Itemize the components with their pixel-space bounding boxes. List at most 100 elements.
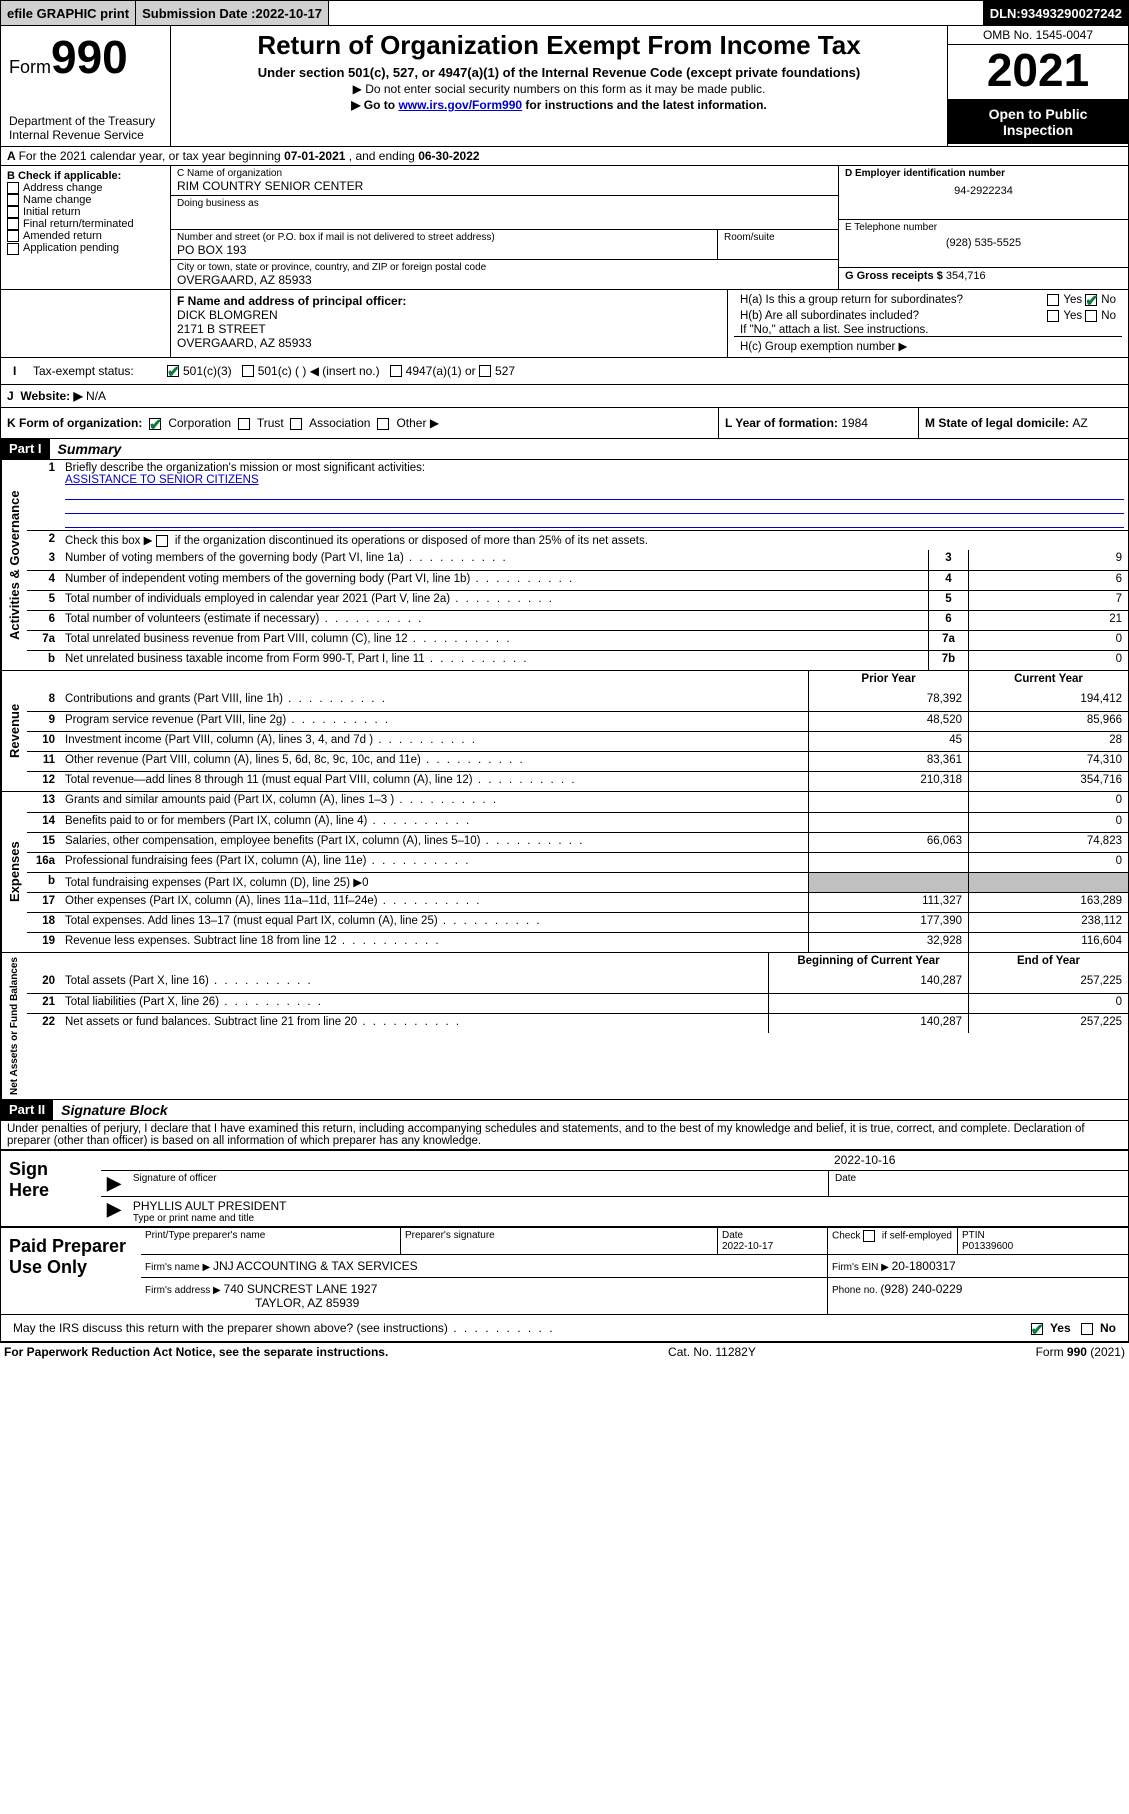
chk-527[interactable] (479, 365, 491, 377)
dept-treasury: Department of the Treasury (9, 114, 162, 128)
h-a-no[interactable] (1085, 294, 1097, 306)
ein-val: 94-2922234 (845, 185, 1122, 197)
box-j: J Website: ▶ N/A (0, 384, 1129, 407)
ln-prior: 83,361 (808, 752, 968, 771)
ln-txt: Net assets or fund balances. Subtract li… (61, 1014, 768, 1033)
ln-prior (808, 853, 968, 872)
ln-txt: Investment income (Part VIII, column (A)… (61, 732, 808, 751)
h-b-no[interactable] (1085, 310, 1097, 322)
chk-trust[interactable] (238, 418, 250, 430)
chk-amended[interactable]: Amended return (7, 230, 164, 242)
ln-val: 6 (968, 571, 1128, 590)
note2-post: for instructions and the latest informat… (522, 98, 767, 112)
ptin-cell: PTINP01339600 (958, 1228, 1128, 1254)
chk-corp[interactable] (149, 418, 161, 430)
ln-begin: 140,287 (768, 1014, 968, 1033)
l-val: 1984 (841, 416, 868, 430)
table-row: 5 Total number of individuals employed i… (27, 590, 1128, 610)
part2-header: Part II Signature Block (0, 1099, 1129, 1120)
efile-button[interactable]: efile GRAPHIC print (1, 1, 136, 25)
line-1: 1 Briefly describe the organization's mi… (27, 460, 1128, 530)
dba-row: Doing business as (171, 196, 838, 230)
dln-label: DLN: (990, 6, 1021, 21)
no-label: No (1101, 294, 1116, 306)
ln-txt: Net unrelated business taxable income fr… (61, 651, 928, 670)
officer-printed: PHYLLIS AULT PRESIDENT Type or print nam… (127, 1197, 1128, 1226)
paid-label: Paid Preparer Use Only (1, 1228, 141, 1314)
ln-txt: Other expenses (Part IX, column (A), lin… (61, 893, 808, 912)
prep-name-label: Print/Type preparer's name (141, 1228, 401, 1254)
chk-amended-label: Amended return (23, 230, 102, 242)
ln-current: 85,966 (968, 712, 1128, 731)
irs-link[interactable]: www.irs.gov/Form990 (398, 98, 522, 112)
form-subtitle: Under section 501(c), 527, or 4947(a)(1)… (179, 65, 939, 80)
prep-self: Check if self-employed (828, 1228, 958, 1254)
table-row: 11 Other revenue (Part VIII, column (A),… (27, 751, 1128, 771)
ln-txt: Number of voting members of the governin… (61, 550, 928, 570)
chk-501c[interactable] (242, 365, 254, 377)
section-fh: F Name and address of principal officer:… (0, 289, 1129, 357)
box-klm: K Form of organization: Corporation Trus… (0, 407, 1129, 438)
ln-num: 3 (27, 550, 61, 570)
chk-assoc[interactable] (290, 418, 302, 430)
footer-mid: Cat. No. 11282Y (668, 1345, 756, 1359)
phone-val: (928) 535-5525 (845, 237, 1122, 249)
ln-num: 5 (27, 591, 61, 610)
ln-num: 7a (27, 631, 61, 650)
chk-address[interactable]: Address change (7, 182, 164, 194)
period-a: For the 2021 calendar year, or tax year … (19, 149, 285, 163)
chk-501c3[interactable] (167, 365, 179, 377)
ln-txt: Benefits paid to or for members (Part IX… (61, 813, 808, 832)
gross-label: G Gross receipts $ (845, 270, 946, 282)
ln-current: 74,823 (968, 833, 1128, 852)
form-num: 990 (51, 31, 128, 83)
table-row: b Total fundraising expenses (Part IX, c… (27, 872, 1128, 892)
room-cell: Room/suite (718, 230, 838, 259)
part1-label: Part I (1, 439, 50, 459)
chk-other[interactable] (377, 418, 389, 430)
k-label: K Form of organization: (7, 416, 142, 430)
chk-name[interactable]: Name change (7, 194, 164, 206)
chk-4947[interactable] (390, 365, 402, 377)
org-name-row: C Name of organization RIM COUNTRY SENIO… (171, 166, 838, 196)
chk-final[interactable]: Final return/terminated (7, 218, 164, 230)
h-b-yes[interactable] (1047, 310, 1059, 322)
chk-initial[interactable]: Initial return (7, 206, 164, 218)
box-d: D Employer identification number 94-2922… (839, 166, 1128, 220)
l-label: L Year of formation: (725, 416, 841, 430)
officer-addr2: OVERGAARD, AZ 85933 (177, 336, 721, 350)
box-e: E Telephone number (928) 535-5525 (839, 220, 1128, 268)
irs-label: Internal Revenue Service (9, 128, 162, 142)
table-row: 8 Contributions and grants (Part VIII, l… (27, 691, 1128, 711)
ln-num: 17 (27, 893, 61, 912)
table-row: 14 Benefits paid to or for members (Part… (27, 812, 1128, 832)
net-rows: 20 Total assets (Part X, line 16) 140,28… (27, 973, 1128, 1033)
ln-txt: Grants and similar amounts paid (Part IX… (61, 792, 808, 812)
box-l: L Year of formation: 1984 (718, 408, 918, 438)
ln-num: b (27, 873, 61, 892)
room-label: Room/suite (724, 232, 832, 243)
discuss-label: May the IRS discuss this return with the… (7, 1319, 1025, 1337)
mission-link[interactable]: ASSISTANCE TO SENIOR CITIZENS (65, 474, 259, 486)
box-deg: D Employer identification number 94-2922… (838, 166, 1128, 289)
ln-txt: Total revenue—add lines 8 through 11 (mu… (61, 772, 808, 791)
ln-box: 7a (928, 631, 968, 650)
box-f: F Name and address of principal officer:… (171, 290, 728, 357)
box-h: H(a) Is this a group return for subordin… (728, 290, 1128, 357)
discuss-yes[interactable] (1031, 1323, 1043, 1335)
chk-pending[interactable]: Application pending (7, 242, 164, 254)
table-row: 19 Revenue less expenses. Subtract line … (27, 932, 1128, 952)
ln-num: 9 (27, 712, 61, 731)
self-label: if self-employed (882, 1231, 952, 1242)
chk-address-label: Address change (23, 182, 103, 194)
street-cell: Number and street (or P.O. box if mail i… (171, 230, 718, 259)
exp-grid: 13 Grants and similar amounts paid (Part… (27, 792, 1128, 952)
l2-chk[interactable] (156, 535, 168, 547)
ln-current: 28 (968, 732, 1128, 751)
h-a-yes[interactable] (1047, 294, 1059, 306)
chk-self[interactable] (863, 1230, 875, 1242)
period-b: , and ending (345, 149, 418, 163)
discuss-no[interactable] (1081, 1323, 1093, 1335)
arrow-icon: ▶ (101, 1171, 127, 1196)
4947-label: 4947(a)(1) or (406, 364, 476, 378)
